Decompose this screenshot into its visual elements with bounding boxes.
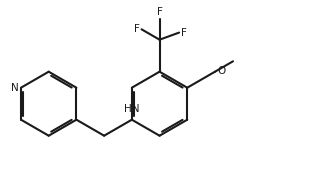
- Text: F: F: [134, 24, 140, 34]
- Text: N: N: [11, 83, 19, 93]
- Text: F: F: [157, 7, 163, 17]
- Text: F: F: [181, 28, 187, 38]
- Text: HN: HN: [124, 104, 140, 114]
- Text: O: O: [217, 66, 225, 76]
